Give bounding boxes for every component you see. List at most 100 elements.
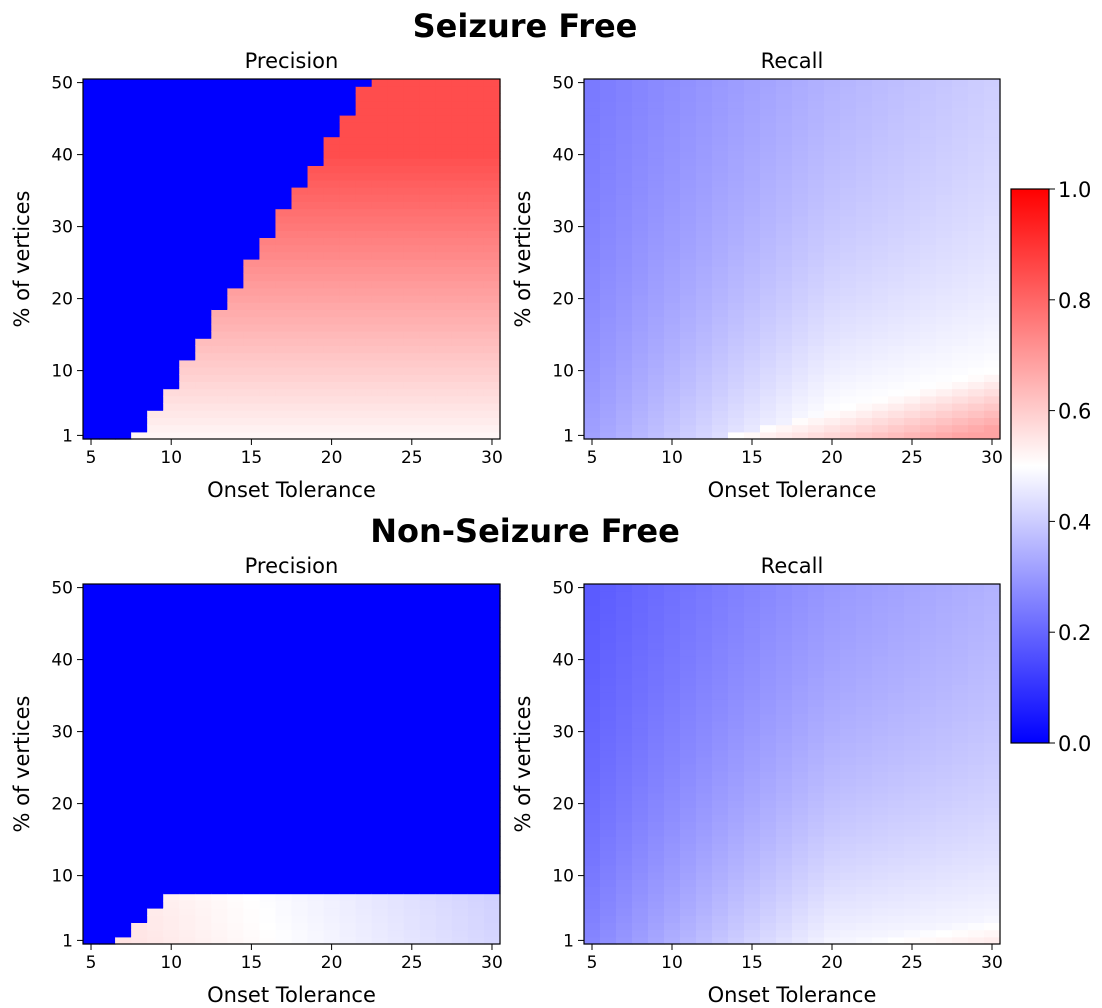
heatmap-cell xyxy=(435,107,453,116)
heatmap-cell xyxy=(483,728,501,736)
heatmap-cell xyxy=(728,699,745,707)
heatmap-cell xyxy=(824,208,841,217)
heatmap-cell xyxy=(387,403,405,411)
heatmap-cell xyxy=(840,316,857,325)
heatmap-cell xyxy=(275,598,293,607)
heatmap-cell xyxy=(291,208,309,217)
heatmap-cell xyxy=(451,850,469,859)
heatmap-cell xyxy=(147,143,164,152)
heatmap-cell xyxy=(776,749,793,758)
heatmap-cell xyxy=(616,165,633,174)
heatmap-cell xyxy=(632,323,649,332)
heatmap-cell xyxy=(227,201,244,210)
heatmap-cell xyxy=(664,634,681,643)
heatmap-cell xyxy=(968,208,985,217)
heatmap-cell xyxy=(712,129,729,138)
heatmap-cell xyxy=(467,287,485,296)
heatmap-cell xyxy=(371,828,389,837)
heatmap-cell xyxy=(840,403,857,411)
heatmap-cell xyxy=(403,93,421,102)
heatmap-cell xyxy=(600,143,617,152)
heatmap-cell xyxy=(99,836,116,844)
heatmap-cell xyxy=(888,612,905,621)
heatmap-cell xyxy=(371,692,389,700)
heatmap-cell xyxy=(600,352,617,361)
heatmap-cell xyxy=(163,151,180,159)
heatmap-cell xyxy=(259,223,277,231)
heatmap-cell xyxy=(163,756,180,765)
heatmap-cell xyxy=(952,374,969,382)
heatmap-cell xyxy=(291,381,309,390)
heatmap-cell xyxy=(888,215,905,224)
heatmap-cell xyxy=(387,591,405,599)
heatmap-cell xyxy=(259,338,277,346)
heatmap-cell xyxy=(824,338,841,346)
heatmap-cell xyxy=(147,720,164,729)
heatmap-cell xyxy=(680,929,697,938)
heatmap-cell xyxy=(584,634,601,643)
heatmap-cell xyxy=(435,872,453,880)
heatmap-cell xyxy=(728,201,745,210)
heatmap-cell xyxy=(904,374,921,382)
heatmap-cell xyxy=(115,302,132,310)
heatmap-cell xyxy=(355,79,373,87)
heatmap-cell xyxy=(483,359,501,368)
heatmap-cell xyxy=(632,843,649,851)
heatmap-cell xyxy=(680,345,697,354)
heatmap-cell xyxy=(760,785,777,794)
heatmap-cell xyxy=(824,879,841,887)
heatmap-cell xyxy=(339,309,357,318)
heatmap-cell xyxy=(664,201,681,210)
heatmap-cell xyxy=(696,605,713,614)
heatmap-cell xyxy=(259,677,277,686)
heatmap-cell xyxy=(355,778,373,787)
heatmap-cell xyxy=(355,223,373,231)
heatmap-cell xyxy=(856,656,873,664)
heatmap-cell xyxy=(323,584,341,592)
heatmap-cell xyxy=(808,850,825,859)
heatmap-cell xyxy=(680,706,697,715)
heatmap-cell xyxy=(227,302,244,310)
heatmap-cell xyxy=(435,165,453,174)
heatmap-cell xyxy=(147,771,164,779)
heatmap-cell xyxy=(403,115,421,123)
heatmap-cell xyxy=(195,215,212,224)
heatmap-cell xyxy=(467,634,485,643)
heatmap-cell xyxy=(323,828,341,837)
heatmap-cell xyxy=(227,656,244,664)
heatmap-cell xyxy=(712,395,729,404)
heatmap-cell xyxy=(419,699,437,707)
heatmap-cell xyxy=(291,778,309,787)
heatmap-cell xyxy=(648,929,665,938)
heatmap-cell xyxy=(419,908,437,916)
heatmap-cell xyxy=(792,857,809,866)
heatmap-cell xyxy=(179,591,196,599)
heatmap-cell xyxy=(840,345,857,354)
heatmap-cell xyxy=(632,778,649,787)
heatmap-cell xyxy=(968,158,985,166)
heatmap-cell xyxy=(632,857,649,866)
heatmap-cell xyxy=(600,158,617,166)
heatmap-cell xyxy=(728,627,745,635)
heatmap-cell xyxy=(664,670,681,679)
heatmap-cell xyxy=(211,345,228,354)
heatmap-cell xyxy=(600,843,617,851)
heatmap-cell xyxy=(696,323,713,332)
heatmap-cell xyxy=(419,857,437,866)
heatmap-cell xyxy=(872,807,889,815)
heatmap-cell xyxy=(259,720,277,729)
heatmap-cell xyxy=(872,280,889,289)
heatmap-cell xyxy=(163,251,180,260)
heatmap-cell xyxy=(728,893,745,902)
heatmap-cell xyxy=(483,266,501,274)
heatmap-cell xyxy=(888,388,905,397)
heatmap-cell xyxy=(632,828,649,837)
heatmap-cell xyxy=(451,915,469,923)
heatmap-cell xyxy=(872,165,889,174)
heatmap-cell xyxy=(904,143,921,152)
heatmap-cell xyxy=(483,634,501,643)
heatmap-cell xyxy=(195,879,212,887)
heatmap-cell xyxy=(904,136,921,145)
heatmap-cell xyxy=(243,807,261,815)
heatmap-cell xyxy=(147,656,164,664)
